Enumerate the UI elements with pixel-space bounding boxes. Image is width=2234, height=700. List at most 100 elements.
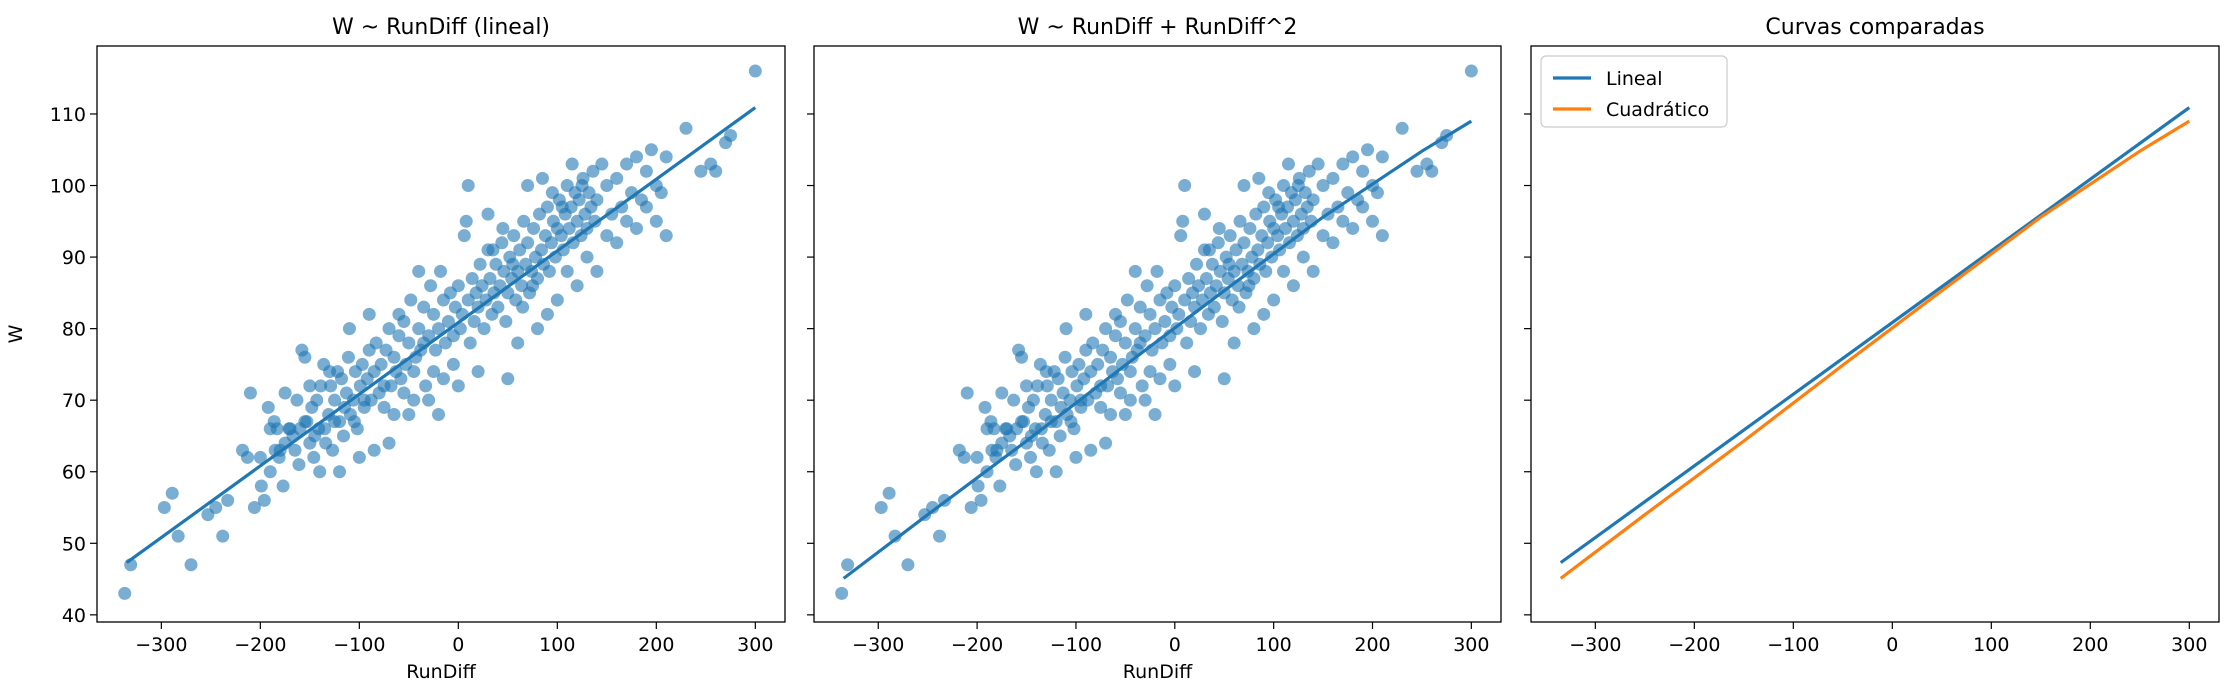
data-point — [247, 501, 261, 515]
data-point — [1425, 164, 1439, 178]
data-point — [171, 529, 185, 543]
data-point — [527, 221, 541, 235]
data-point — [586, 164, 600, 178]
data-point — [467, 314, 481, 328]
data-point — [1302, 164, 1316, 178]
data-point — [283, 422, 297, 436]
data-point — [556, 243, 570, 257]
data-point — [1153, 372, 1167, 386]
data-point — [157, 501, 171, 515]
data-point — [342, 322, 356, 336]
data-point — [402, 336, 416, 350]
data-point — [600, 229, 614, 243]
data-point — [1207, 300, 1221, 314]
data-point — [985, 443, 999, 457]
x-tick-label: 300 — [737, 634, 773, 656]
data-point — [165, 486, 179, 500]
data-point — [1212, 221, 1226, 235]
data-point — [1051, 372, 1065, 386]
data-point — [1356, 200, 1370, 214]
data-point — [1150, 264, 1164, 278]
y-tick-label: 110 — [50, 104, 86, 126]
data-point — [263, 422, 277, 436]
x-tick-label: 200 — [2072, 634, 2108, 656]
x-tick-label: −300 — [135, 634, 187, 656]
data-point — [575, 179, 589, 193]
data-point — [531, 322, 545, 336]
data-point — [901, 558, 915, 572]
data-point — [1311, 157, 1325, 171]
data-point — [292, 458, 306, 472]
data-point — [422, 393, 436, 407]
data-point — [377, 379, 391, 393]
data-point — [261, 400, 275, 414]
data-point — [328, 393, 342, 407]
data-point — [397, 386, 411, 400]
data-point — [1316, 229, 1330, 243]
panel-title: Curvas comparadas — [1765, 15, 1984, 40]
data-point — [318, 422, 332, 436]
data-point — [1049, 465, 1063, 479]
data-point — [276, 479, 290, 493]
data-point — [1341, 186, 1355, 200]
data-point — [481, 207, 495, 221]
data-point — [1247, 322, 1261, 336]
data-point — [1180, 336, 1194, 350]
x-tick-label: 0 — [452, 634, 464, 656]
data-point — [1237, 236, 1251, 250]
data-point — [1336, 214, 1350, 228]
data-point — [1291, 179, 1305, 193]
data-point — [407, 393, 421, 407]
data-point — [1133, 300, 1147, 314]
data-point — [495, 236, 509, 250]
data-point — [572, 193, 586, 207]
x-axis-label: RunDiff — [1123, 661, 1193, 683]
data-point — [1023, 450, 1037, 464]
data-point — [432, 322, 446, 336]
data-point — [1158, 314, 1172, 328]
y-tick-label: 50 — [62, 533, 86, 555]
data-point — [362, 307, 376, 321]
data-point — [288, 443, 302, 457]
data-point — [1026, 393, 1040, 407]
data-point — [639, 164, 653, 178]
data-point — [550, 293, 564, 307]
data-point — [724, 128, 738, 142]
y-tick-label: 40 — [62, 605, 86, 627]
data-point — [517, 214, 531, 228]
fit-line — [125, 106, 757, 564]
data-point — [1395, 121, 1409, 135]
data-point — [1361, 143, 1375, 157]
data-point — [1215, 314, 1229, 328]
data-point — [308, 429, 322, 443]
series-line-2 — [1559, 119, 2191, 580]
data-point — [313, 465, 327, 479]
data-point — [1336, 157, 1350, 171]
data-point — [1190, 257, 1204, 271]
data-point — [1227, 336, 1241, 350]
data-point — [560, 264, 574, 278]
x-axis-label: RunDiff — [406, 661, 476, 683]
data-point — [483, 272, 497, 286]
x-tick-label: 200 — [638, 634, 674, 656]
data-point — [580, 250, 594, 264]
data-point — [1197, 207, 1211, 221]
data-point — [630, 221, 644, 235]
data-point — [463, 336, 477, 350]
x-tick-label: 100 — [1973, 634, 2009, 656]
data-point — [659, 150, 673, 164]
data-point — [1042, 443, 1056, 457]
data-point — [1259, 264, 1273, 278]
data-point — [1040, 379, 1054, 393]
data-point — [263, 465, 277, 479]
data-point — [1009, 458, 1023, 472]
data-point — [298, 350, 312, 364]
data-point — [1281, 157, 1295, 171]
data-point — [1015, 350, 1029, 364]
data-point — [1108, 307, 1122, 321]
data-point — [1069, 450, 1083, 464]
data-point — [434, 264, 448, 278]
data-point — [1143, 365, 1157, 379]
data-point — [1262, 186, 1276, 200]
data-point — [1252, 171, 1266, 185]
